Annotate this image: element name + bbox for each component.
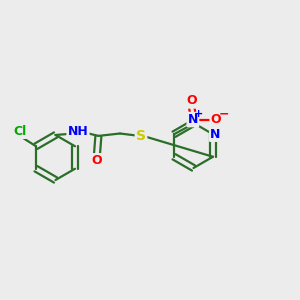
Text: S: S xyxy=(136,129,146,143)
Text: O: O xyxy=(186,94,197,107)
Text: −: − xyxy=(218,108,229,121)
Text: NH: NH xyxy=(68,124,88,138)
Text: N: N xyxy=(188,113,198,126)
Text: O: O xyxy=(211,113,221,126)
Text: O: O xyxy=(92,154,102,167)
Text: Cl: Cl xyxy=(13,125,26,138)
Text: N: N xyxy=(210,128,220,141)
Text: +: + xyxy=(194,110,203,119)
